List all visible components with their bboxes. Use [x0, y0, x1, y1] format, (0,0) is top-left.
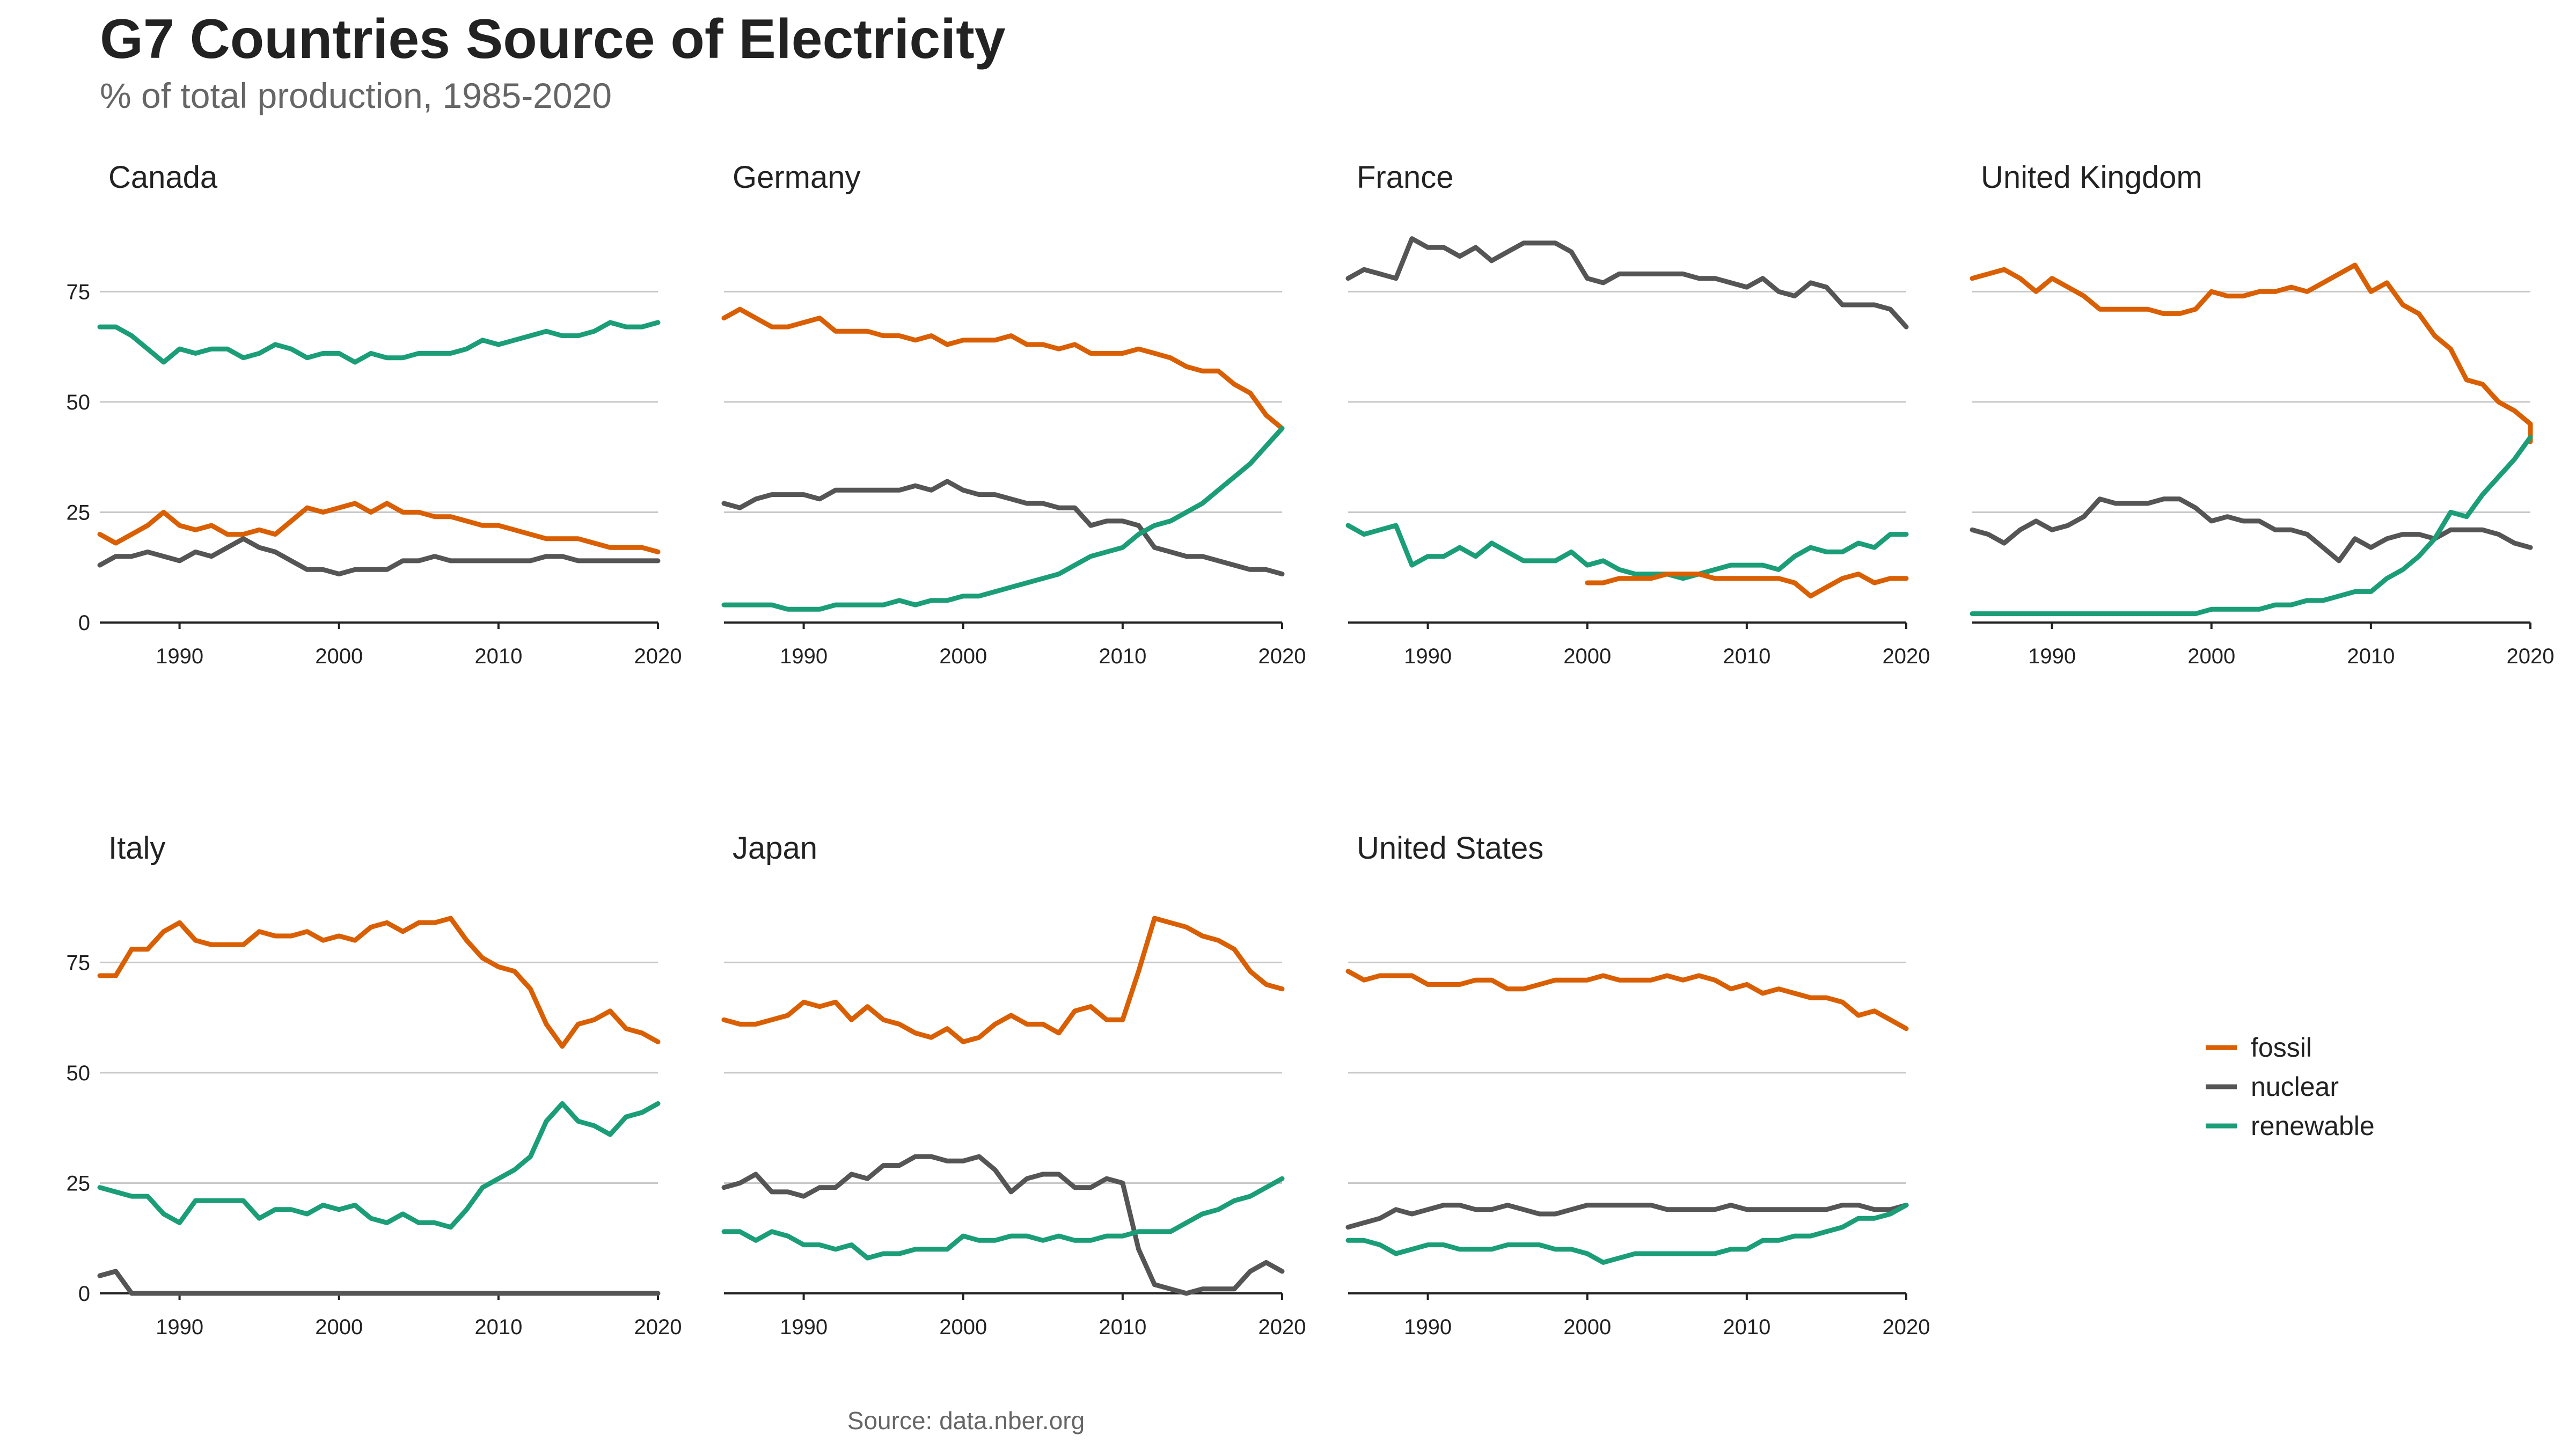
x-tick-label: 2020: [1258, 645, 1306, 668]
x-tick-label: 2020: [1883, 645, 1930, 668]
series-line-renewable: [721, 426, 1285, 612]
panel-italy: Italy 0 25 50 75 1990 2000 2010 2020: [67, 831, 682, 1339]
y-tick-label: 75: [67, 951, 91, 975]
x-tick-label: 2000: [939, 1315, 987, 1339]
series-line-renewable: [97, 1101, 661, 1230]
panel-title: United States: [1357, 831, 1543, 866]
y-tick-label: 50: [67, 391, 91, 414]
y-tick-label: 50: [67, 1062, 91, 1085]
x-tick-label: 2010: [1723, 1315, 1770, 1339]
series-line-renewable: [97, 320, 661, 365]
x-tick-label: 2020: [634, 1315, 682, 1339]
chart-title: G7 Countries Source of Electricity: [100, 8, 1006, 70]
series-line-fossil: [97, 501, 661, 554]
x-tick-label: 2010: [1723, 645, 1770, 668]
series-line-nuclear: [721, 1154, 1285, 1296]
series-line-fossil: [1585, 572, 1909, 599]
x-tick-label: 2000: [2187, 645, 2235, 668]
x-tick-label: 2000: [939, 645, 987, 668]
legend-label-fossil: fossil: [2251, 1033, 2312, 1063]
panel-united-states: United States 1990 2000 2010 2020: [1345, 831, 1930, 1339]
series-line-renewable: [1345, 523, 1909, 581]
series-line-nuclear: [1345, 236, 1909, 330]
panel-title: Canada: [108, 160, 218, 195]
chart-subtitle: % of total production, 1985-2020: [100, 76, 612, 115]
series-line-nuclear: [721, 479, 1285, 577]
x-tick-label: 2010: [2347, 645, 2395, 668]
x-tick-label: 2010: [1099, 645, 1146, 668]
series-line-fossil: [1970, 262, 2533, 444]
panel-title: Germany: [733, 160, 861, 195]
x-tick-label: 2000: [1563, 645, 1611, 668]
x-tick-label: 1990: [1404, 1315, 1452, 1339]
panel-title: United Kingdom: [1981, 160, 2202, 195]
series-line-renewable: [721, 1176, 1285, 1261]
y-tick-label: 25: [67, 501, 91, 524]
x-tick-label: 1990: [156, 1315, 203, 1339]
x-tick-label: 2020: [2507, 645, 2555, 668]
x-tick-label: 2010: [474, 1315, 522, 1339]
series-line-fossil: [721, 916, 1285, 1044]
series-line-nuclear: [1970, 496, 2533, 564]
x-tick-label: 2000: [315, 1315, 363, 1339]
y-tick-label: 0: [78, 611, 90, 635]
panel-japan: Japan 1990 2000 2010 2020: [721, 831, 1306, 1339]
panel-united-kingdom: United Kingdom 1990 2000 2010 2020: [1970, 160, 2555, 668]
panel-germany: Germany 1990 2000 2010 2020: [721, 160, 1306, 668]
x-tick-label: 2020: [634, 645, 682, 668]
x-tick-label: 1990: [1404, 645, 1452, 668]
x-tick-label: 2000: [1563, 1315, 1611, 1339]
y-tick-label: 75: [67, 280, 91, 304]
series-line-nuclear: [1345, 1203, 1909, 1230]
legend-label-renewable: renewable: [2251, 1111, 2375, 1141]
x-tick-label: 1990: [2028, 645, 2076, 668]
x-tick-label: 1990: [156, 645, 203, 668]
x-tick-label: 2000: [315, 645, 363, 668]
panel-title: France: [1357, 160, 1454, 195]
x-tick-label: 2020: [1883, 1315, 1930, 1339]
x-tick-label: 2020: [1258, 1315, 1306, 1339]
source-note: Source: data.nber.org: [847, 1407, 1085, 1435]
y-tick-label: 25: [67, 1172, 91, 1195]
legend: fossil nuclear renewable: [2206, 1033, 2375, 1141]
y-tick-label: 0: [78, 1282, 90, 1306]
series-line-fossil: [721, 306, 1285, 431]
series-line-fossil: [1345, 969, 1909, 1031]
series-line-renewable: [1970, 435, 2533, 617]
series-line-nuclear: [97, 536, 661, 577]
series-line-nuclear: [97, 1269, 661, 1296]
x-tick-label: 1990: [780, 645, 828, 668]
x-tick-label: 2010: [1099, 1315, 1146, 1339]
panel-france: France 1990 2000 2010 2020: [1345, 160, 1930, 668]
x-tick-label: 1990: [780, 1315, 828, 1339]
panel-canada: Canada 0 25 50 75 1990 2000 2010 2020: [67, 160, 682, 668]
legend-label-nuclear: nuclear: [2251, 1072, 2339, 1102]
series-line-fossil: [97, 916, 661, 1049]
x-tick-label: 2010: [474, 645, 522, 668]
panel-title: Italy: [108, 831, 165, 866]
panel-title: Japan: [733, 831, 817, 866]
series-line-renewable: [1345, 1203, 1909, 1265]
